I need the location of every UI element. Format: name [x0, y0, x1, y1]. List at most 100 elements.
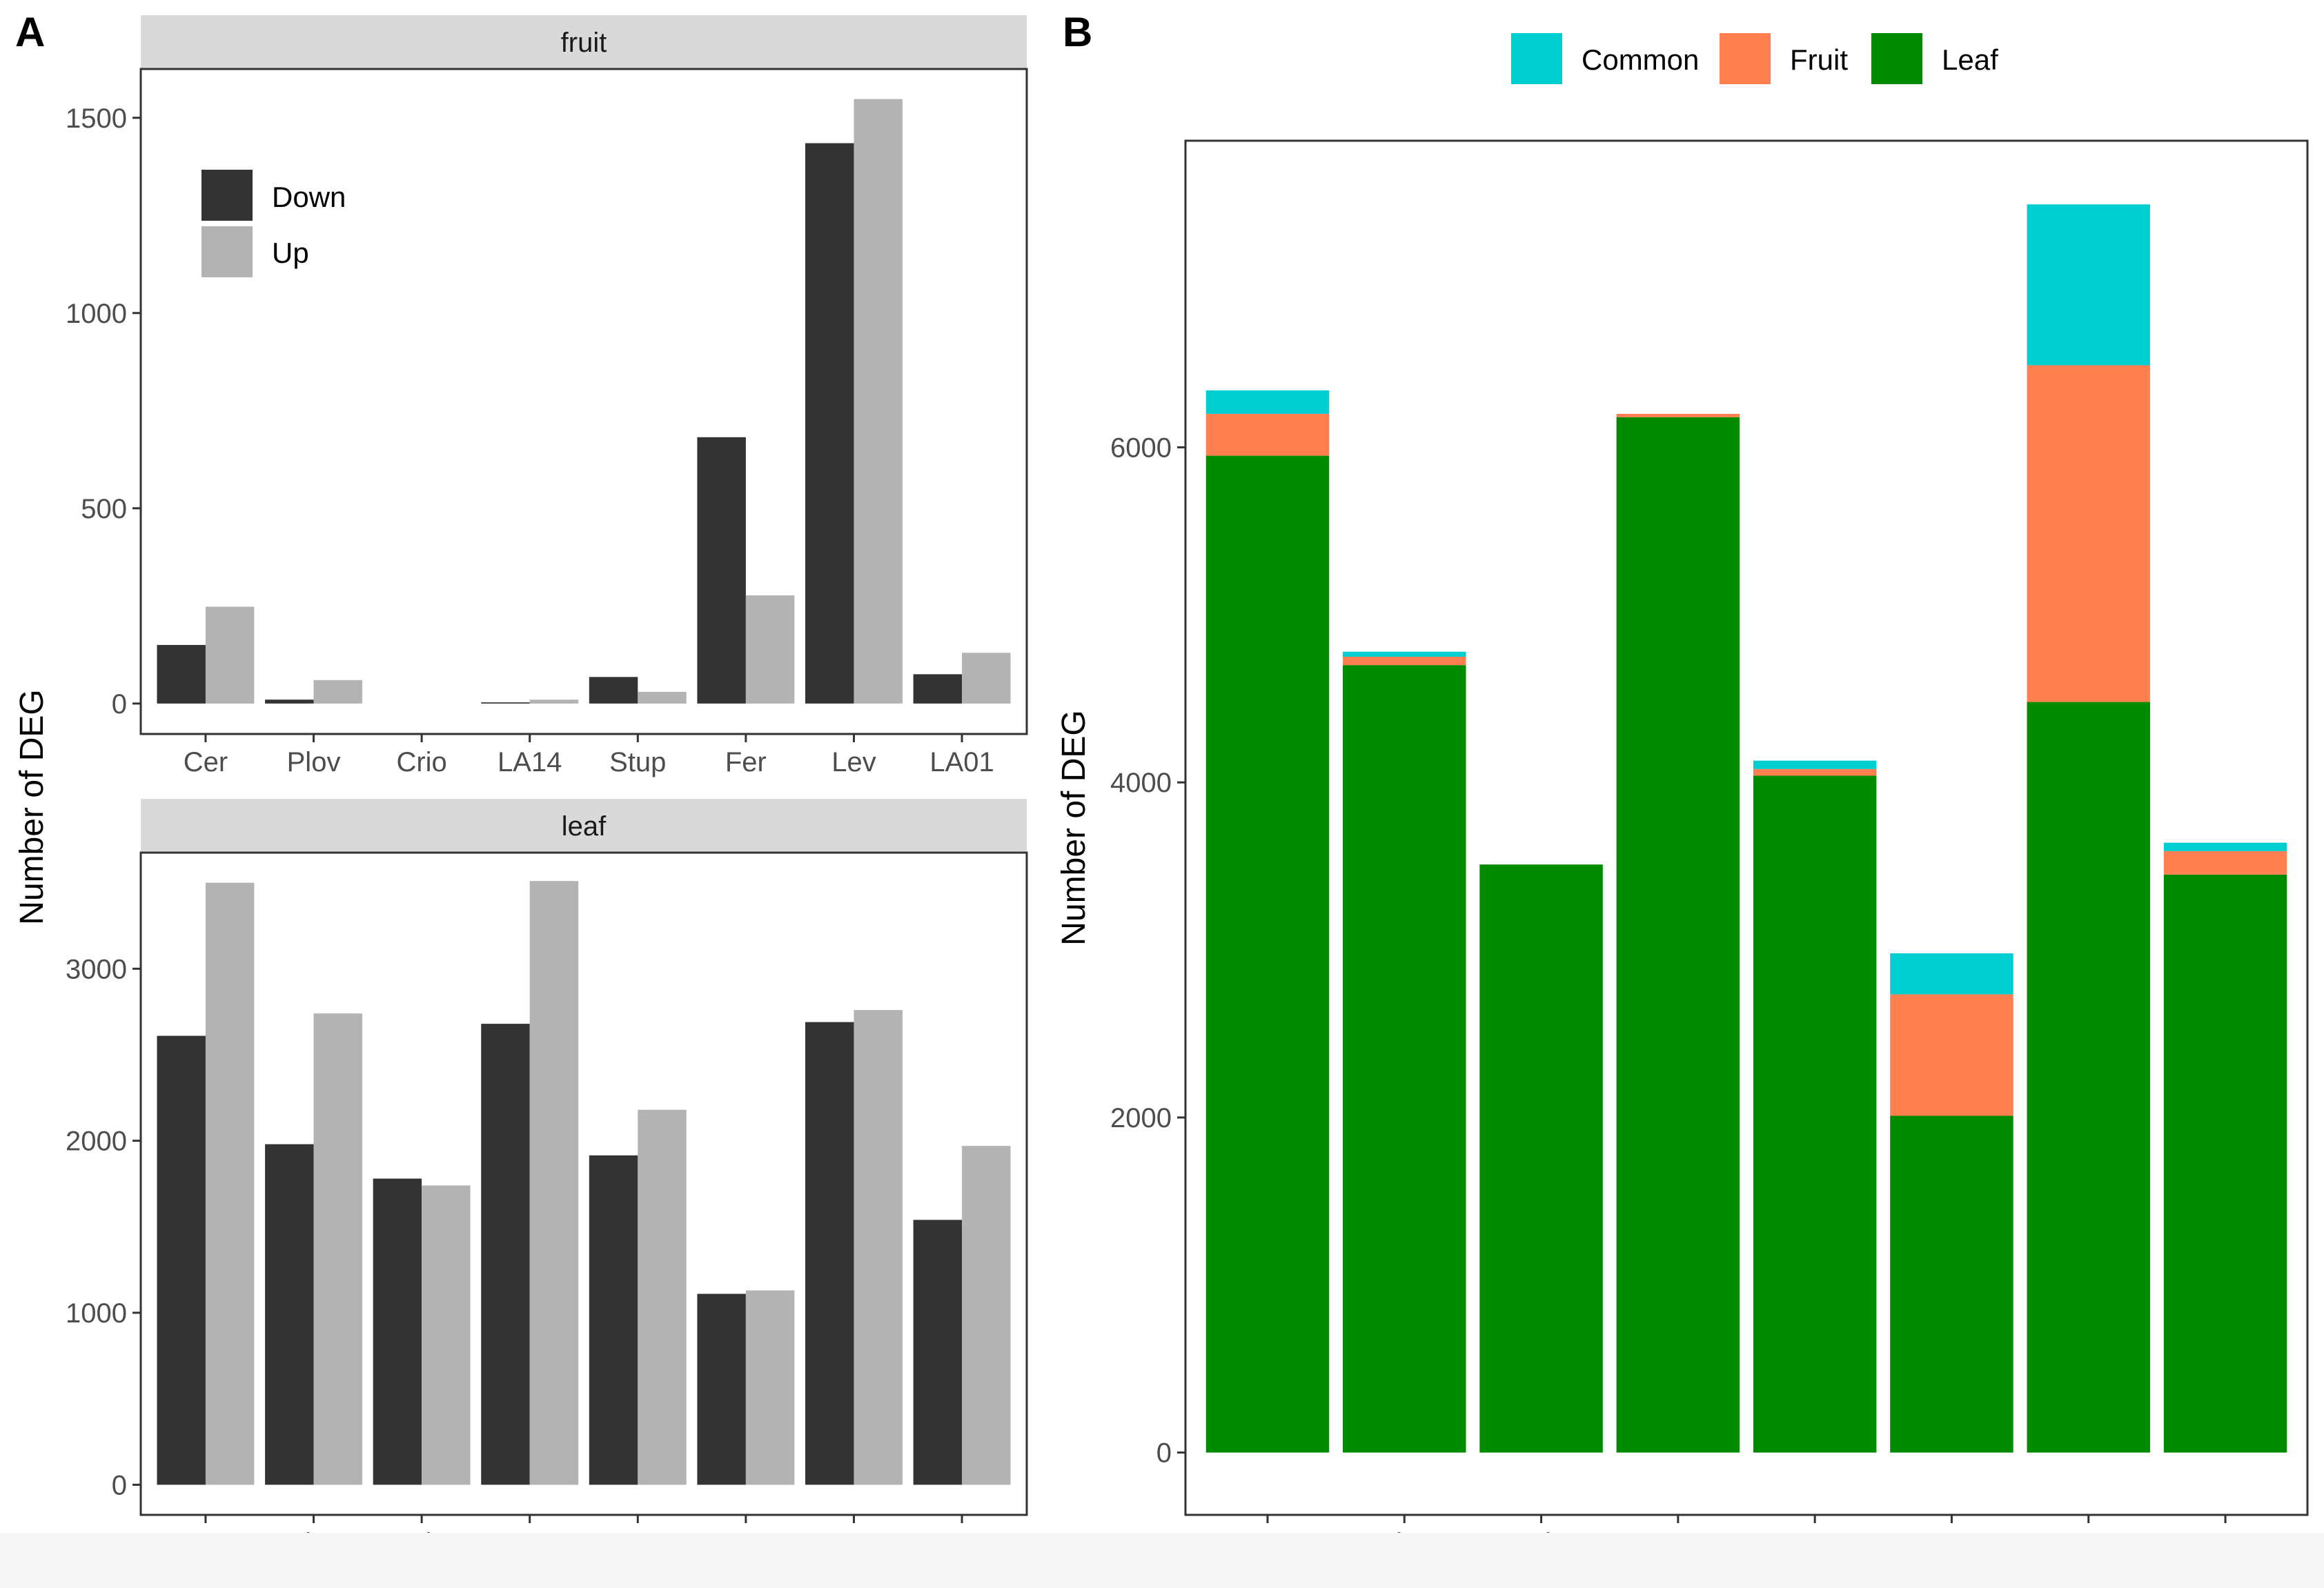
fruit-xtick-label-lev: Lev	[831, 747, 876, 777]
fruit-bar-plov-up	[313, 679, 362, 704]
fruit-bar-lev-down	[805, 143, 854, 704]
panel-b-ylabel: Number of DEG	[1056, 710, 1092, 945]
leaf-bar-stup-up	[638, 1109, 687, 1485]
stack-bar-lev-leaf	[2027, 702, 2150, 1453]
legend-label-up: Up	[272, 237, 309, 269]
leaf-bar-lev-up	[854, 1010, 903, 1485]
leaf-bar-stup-down	[589, 1155, 638, 1485]
fruit-bars	[157, 99, 1011, 704]
bottom-band	[0, 1533, 2324, 1588]
fruit-xtick-label-plov: Plov	[287, 747, 341, 777]
leaf-bar-crio-down	[373, 1178, 422, 1485]
stack-bar-plov-leaf	[1343, 665, 1466, 1453]
fruit-bar-la01-up	[962, 653, 1011, 704]
legend-key-up	[201, 226, 253, 277]
stack-ytick-label-0: 0	[1156, 1438, 1172, 1469]
fruit-bar-cer-down	[157, 644, 206, 704]
stacked-y-axis: 0 2000 4000 6000	[1110, 433, 1185, 1469]
leaf-bars	[157, 881, 1011, 1485]
leaf-bar-cer-up	[205, 882, 255, 1485]
stacked-bars	[1205, 204, 2287, 1453]
leaf-bar-plov-up	[313, 1013, 362, 1485]
fruit-ytick-label-0: 0	[112, 689, 127, 719]
legend-key-leaf	[1871, 33, 1922, 84]
fruit-bar-la14-up	[529, 699, 579, 704]
stack-bar-cer-common	[1205, 390, 1330, 414]
leaf-strip	[141, 799, 1027, 853]
stack-ytick-label-2000: 2000	[1110, 1103, 1172, 1133]
stack-bar-crio-leaf	[1479, 864, 1603, 1453]
stack-bar-la01-leaf	[2163, 874, 2287, 1453]
legend-key-fruit	[1720, 33, 1771, 84]
stack-bar-fer-common	[1890, 953, 2013, 995]
panel-label-a: A	[15, 9, 45, 55]
leaf-bar-la14-down	[481, 1024, 530, 1485]
leaf-bar-plov-down	[265, 1144, 314, 1485]
leaf-ytick-label-3000: 3000	[66, 954, 127, 984]
leaf-bar-fer-down	[697, 1293, 746, 1485]
legend-down-up: Down Up	[201, 170, 346, 277]
stack-bar-fer-fruit	[1890, 994, 2013, 1116]
stack-bar-lev-fruit	[2027, 365, 2150, 702]
leaf-bar-la14-up	[529, 881, 579, 1485]
fruit-xtick-label-la01: LA01	[929, 747, 994, 777]
fruit-bar-fer-up	[745, 595, 795, 704]
stack-ytick-label-4000: 4000	[1110, 768, 1172, 798]
legend-common-fruit-leaf: Common Fruit Leaf	[1511, 33, 1998, 84]
stack-bar-cer-leaf	[1205, 455, 1330, 1453]
fruit-ytick-label-1500: 1500	[66, 103, 127, 134]
facet-fruit: fruit 0 500 1000 1500 Cer Plov Crio LA14 Stup Fe…	[66, 15, 1028, 777]
fruit-bar-plov-down	[265, 699, 314, 704]
stack-bar-fer-leaf	[1890, 1115, 2013, 1453]
fruit-ytick-label-1000: 1000	[66, 299, 127, 329]
fruit-bar-la01-down	[913, 674, 963, 704]
fruit-xtick-label-la14: LA14	[498, 747, 562, 777]
fruit-xtick-label-crio: Crio	[396, 747, 446, 777]
fruit-bar-lev-up	[854, 99, 903, 704]
stack-ytick-label-6000: 6000	[1110, 433, 1172, 463]
fruit-bar-la14-down	[481, 702, 530, 704]
leaf-bar-la01-up	[962, 1146, 1011, 1485]
stack-bar-la01-common	[2163, 842, 2287, 851]
panel-a-ylabel: Number of DEG	[14, 689, 50, 924]
legend-label-down: Down	[272, 181, 346, 213]
leaf-bar-fer-up	[745, 1290, 795, 1485]
leaf-y-axis: 0 1000 2000 3000	[66, 954, 141, 1500]
fruit-strip-label: fruit	[561, 28, 607, 58]
legend-key-common	[1511, 33, 1562, 84]
stack-bar-plov-fruit	[1343, 657, 1466, 666]
fruit-bar-cer-up	[205, 606, 255, 704]
leaf-ytick-label-2000: 2000	[66, 1127, 127, 1157]
leaf-ytick-label-1000: 1000	[66, 1298, 127, 1329]
stack-bar-stup-leaf	[1753, 775, 1877, 1453]
legend-label-fruit: Fruit	[1790, 43, 1848, 76]
stack-bar-cer-fruit	[1205, 413, 1330, 456]
fruit-y-axis: 0 500 1000 1500	[66, 103, 141, 719]
fruit-x-axis: Cer Plov Crio LA14 Stup Fer Lev LA01	[184, 734, 994, 777]
fruit-strip	[141, 15, 1027, 69]
leaf-bar-la01-down	[913, 1220, 963, 1485]
stack-bar-la14-leaf	[1616, 417, 1740, 1453]
leaf-ytick-label-0: 0	[112, 1470, 127, 1500]
legend-key-down	[201, 170, 253, 221]
fruit-xtick-label-fer: Fer	[725, 747, 767, 777]
leaf-strip-label: leaf	[562, 811, 607, 842]
stack-bar-stup-fruit	[1753, 768, 1877, 776]
fruit-ytick-label-500: 500	[81, 494, 127, 524]
leaf-bar-lev-down	[805, 1022, 854, 1485]
fruit-xtick-label-cer: Cer	[184, 747, 228, 777]
stack-bar-la14-fruit	[1616, 413, 1740, 417]
stack-bar-stup-common	[1753, 760, 1877, 769]
stack-bar-la01-fruit	[2163, 851, 2287, 875]
legend-label-leaf: Leaf	[1942, 43, 1998, 76]
fruit-bar-fer-down	[697, 437, 746, 704]
leaf-bar-crio-up	[422, 1185, 471, 1485]
legend-label-common: Common	[1582, 43, 1699, 76]
fruit-bar-stup-up	[638, 691, 687, 704]
fruit-bar-stup-down	[589, 677, 638, 704]
leaf-bar-cer-down	[157, 1035, 206, 1485]
stack-bar-plov-common	[1343, 651, 1466, 657]
